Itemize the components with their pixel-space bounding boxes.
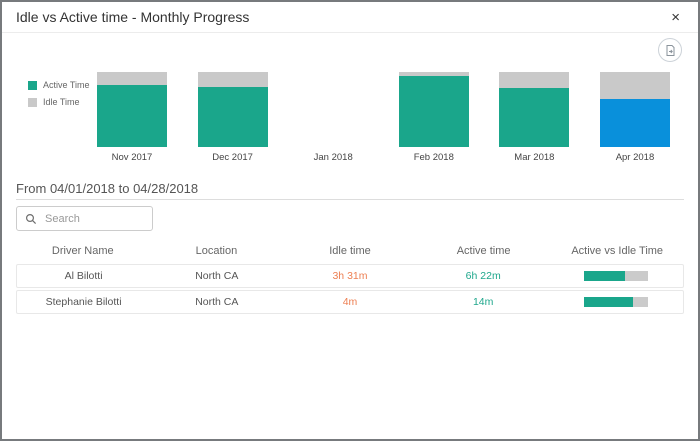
month-bar-mar-2018[interactable] [499,67,570,147]
legend-item-idle: Idle Time [28,97,90,107]
idle-time-cell: 4m [342,296,358,308]
idle-time-cell: 3h 31m [332,270,368,282]
table-header-row: Driver Name Location Idle time Active time A… [16,240,684,262]
idle-segment [197,72,268,87]
idle-segment [599,72,670,99]
month-label: Feb 2018 [413,152,454,163]
idle-time-swatch [28,97,37,107]
ratio-bar-fill [584,297,634,307]
active-vs-idle-cell [550,271,683,281]
month-label: Mar 2018 [514,152,555,163]
legend-item-active: Active Time [28,80,90,90]
table-row[interactable]: Al Bilotti North CA 3h 31m 6h 22m [16,264,684,288]
active-time-cell: 6h 22m [465,270,501,282]
ratio-bar-fill [584,271,626,281]
active-segment [499,88,570,147]
export-icon [664,44,677,57]
idle-segment [97,72,167,85]
column-header-driver-name: Driver Name [51,245,114,257]
column-header-location: Location [195,245,238,257]
ratio-bar-track [584,297,649,307]
active-time-cell: 14m [472,296,494,308]
period-divider [16,199,684,200]
location-cell: North CA [195,296,239,308]
month-axis-labels: Nov 2017 Dec 2017 Jan 2018 Feb 2018 Mar 2018… [97,152,670,163]
active-time-swatch [28,80,37,90]
search-input[interactable] [43,211,152,226]
close-icon[interactable]: × [667,2,684,33]
month-label: Dec 2017 [212,152,253,163]
active-segment [599,99,670,147]
period-range-label: From 04/01/2018 to 04/28/2018 [16,181,199,196]
export-report-button[interactable] [658,38,682,62]
monthly-stacked-bar-chart [97,67,670,147]
idle-segment [499,72,570,88]
month-label: Apr 2018 [615,152,655,163]
column-header-active-vs-idle-time: Active vs Idle Time [571,245,664,257]
month-bar-feb-2018[interactable] [398,67,469,147]
search-icon [25,213,37,225]
driver-name-cell: Al Bilotti [64,270,103,282]
active-segment [197,87,268,147]
chart-legend: Active Time Idle Time [28,80,90,114]
month-label: Jan 2018 [313,152,353,163]
month-bar-apr-2018[interactable] [599,67,670,147]
legend-label-idle: Idle Time [43,97,80,107]
driver-name-cell: Stephanie Bilotti [45,296,122,308]
ratio-bar-track [584,271,649,281]
column-header-active-time: Active time [456,245,511,257]
active-segment [398,76,469,147]
month-bar-nov-2017[interactable] [97,67,167,147]
active-vs-idle-cell [550,297,683,307]
column-header-idle-time: Idle time [329,245,371,257]
month-bar-jan-2018[interactable] [298,67,368,147]
table-body: Al Bilotti North CA 3h 31m 6h 22m Stephanie … [16,264,684,314]
search-box [16,206,153,231]
drivers-table: Driver Name Location Idle time Active time A… [16,240,684,314]
table-row[interactable]: Stephanie Bilotti North CA 4m 14m [16,290,684,314]
month-label: Nov 2017 [111,152,153,163]
legend-label-active: Active Time [43,80,90,90]
dialog-header: Idle vs Active time - Monthly Progress × [2,2,698,33]
dialog-title: Idle vs Active time - Monthly Progress [16,9,250,25]
idle-segment [398,72,469,76]
active-segment [97,85,167,147]
month-bar-dec-2017[interactable] [197,67,268,147]
location-cell: North CA [195,270,239,282]
